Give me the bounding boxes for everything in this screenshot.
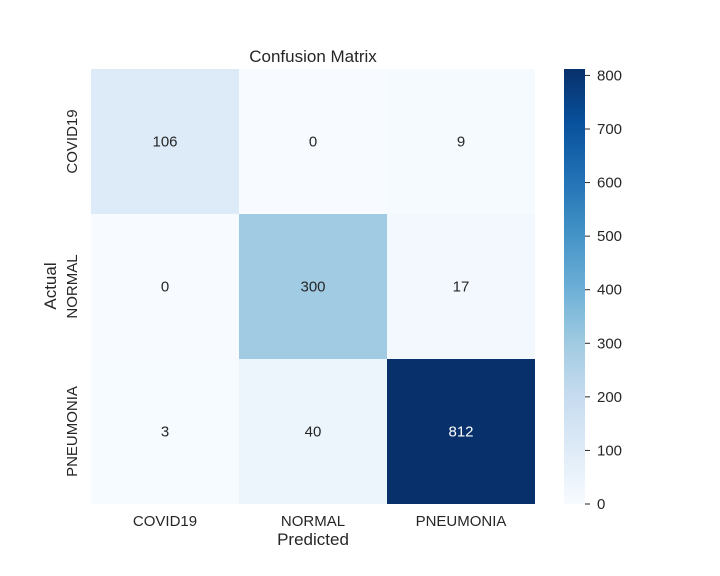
heatmap-cell [239,214,387,359]
cell-value-label: 17 [453,279,470,296]
x-tick-labels: COVID19 NORMAL PNEUMONIA [133,513,507,530]
y-tick-label: NORMAL [64,254,81,318]
colorbar-tick-label: 300 [597,335,622,352]
cell-value-label: 9 [457,134,465,151]
cell-value-label: 0 [309,134,317,151]
heatmap-cell [239,69,387,214]
y-tick-labels: COVID19 NORMAL PNEUMONIA [64,109,81,477]
heatmap-cell [91,214,239,359]
colorbar-tick-label: 500 [597,228,622,245]
x-tick-label: COVID19 [133,513,197,530]
heatmap-cell [91,359,239,504]
heatmap-cell-labels: 106 0 9 0 300 17 3 40 812 [152,134,473,441]
heatmap-cell [387,214,535,359]
heatmap-cell [387,69,535,214]
cell-value-label: 0 [161,279,169,296]
cell-value-label: 3 [161,424,169,441]
heatmap-cell [387,359,535,504]
cell-value-label: 106 [152,134,177,151]
colorbar-tick-label: 200 [597,389,622,406]
colorbar-tick-label: 800 [597,67,622,84]
colorbar-tick-label: 100 [597,442,622,459]
y-tick-label: PNEUMONIA [64,386,81,477]
colorbar-ticks: 0 100 200 300 400 500 600 700 800 [585,67,622,513]
y-tick-label: COVID19 [64,109,81,173]
y-axis-title: Actual [41,262,60,309]
colorbar-tick-label: 400 [597,282,622,299]
heatmap-cell [239,359,387,504]
x-tick-label: PNEUMONIA [416,513,507,530]
x-tick-label: NORMAL [281,513,345,530]
cell-value-label: 40 [305,424,322,441]
cell-value-label: 300 [300,279,325,296]
colorbar-tick-label: 0 [597,496,605,513]
colorbar-tick-label: 700 [597,121,622,138]
cell-value-label: 812 [448,424,473,441]
chart-title: Confusion Matrix [249,47,377,66]
heatmap-cell [91,69,239,214]
colorbar [564,69,585,504]
colorbar-tick-label: 600 [597,175,622,192]
x-axis-title: Predicted [277,530,349,549]
heatmap-cells [91,69,535,504]
